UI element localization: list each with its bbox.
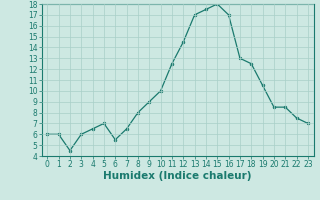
X-axis label: Humidex (Indice chaleur): Humidex (Indice chaleur): [103, 171, 252, 181]
